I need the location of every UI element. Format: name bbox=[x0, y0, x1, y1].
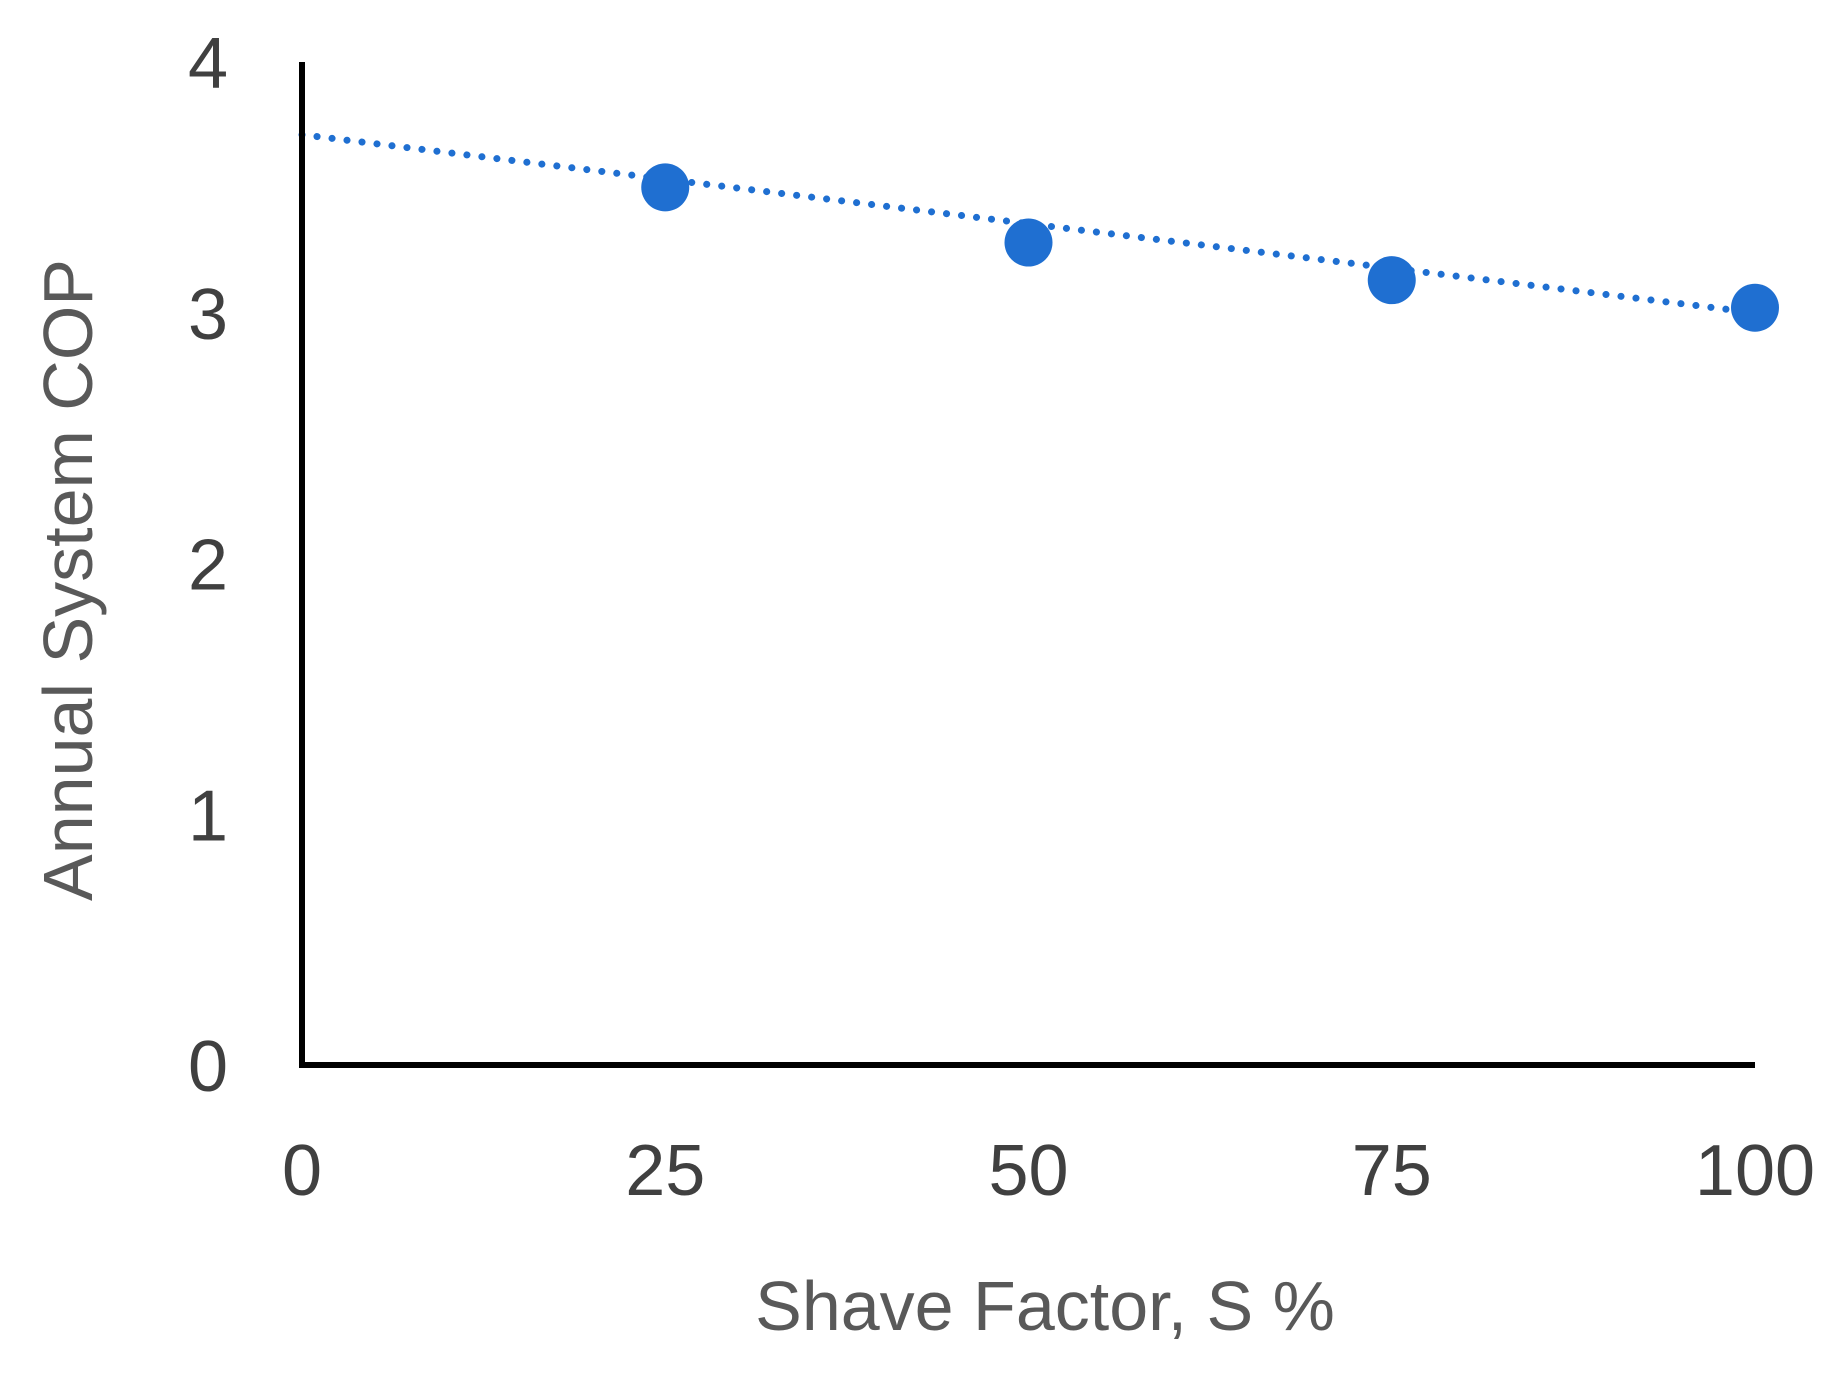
y-axis-title: Annual System COP bbox=[29, 259, 107, 901]
x-tick-label: 75 bbox=[1352, 1131, 1432, 1211]
y-tick-label: 0 bbox=[188, 1027, 228, 1107]
data-point bbox=[1731, 283, 1779, 332]
y-tick-labels: 0 1 2 3 4 bbox=[188, 24, 228, 1107]
trendline-layer bbox=[298, 131, 1759, 317]
x-tick-label: 0 bbox=[282, 1131, 322, 1211]
x-tick-label: 100 bbox=[1695, 1131, 1815, 1211]
data-point bbox=[641, 163, 690, 212]
x-axis-title: Shave Factor, S % bbox=[755, 1267, 1335, 1345]
y-tick-label: 4 bbox=[188, 24, 228, 104]
data-point bbox=[1004, 218, 1053, 267]
plot-area bbox=[298, 62, 1779, 1068]
y-tick-label: 1 bbox=[188, 776, 228, 856]
x-tick-labels: 0 25 50 75 100 bbox=[282, 1131, 1815, 1211]
x-tick-label: 50 bbox=[988, 1131, 1068, 1211]
trendline bbox=[298, 131, 1759, 317]
data-points-layer bbox=[641, 163, 1779, 332]
x-tick-label: 25 bbox=[625, 1131, 705, 1211]
data-point bbox=[1367, 256, 1416, 305]
y-tick-label: 3 bbox=[188, 275, 228, 355]
y-tick-label: 2 bbox=[188, 526, 228, 606]
